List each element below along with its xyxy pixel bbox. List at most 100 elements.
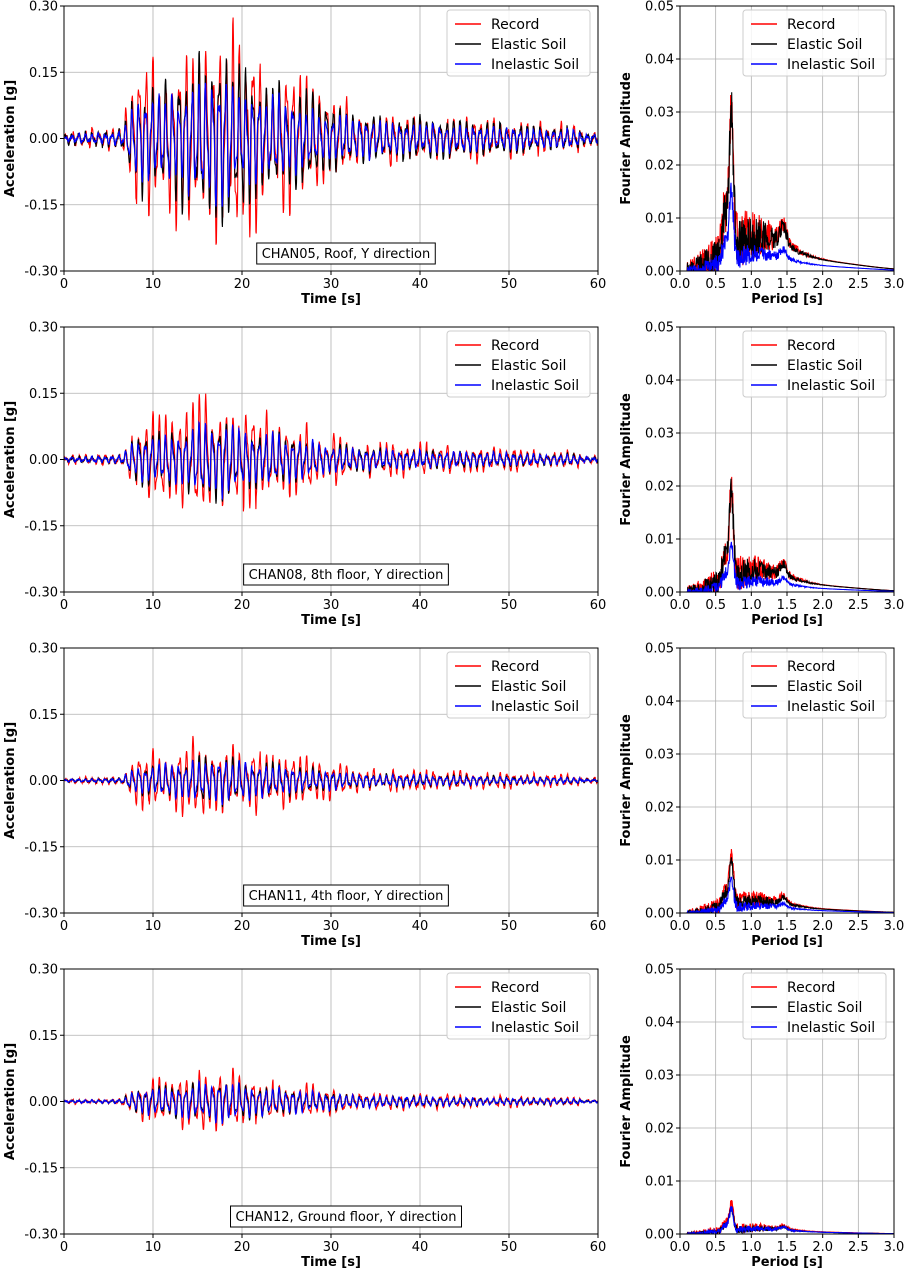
ground-time-xtick-label: 30	[323, 1240, 340, 1255]
floor4-fourier-xtick-label: 3.0	[884, 919, 905, 934]
roof-time-series-inelastic-soil	[64, 82, 598, 207]
roof-fourier-series-inelastic-soil	[680, 182, 894, 271]
roof-fourier-xtick-label: 2.0	[812, 277, 833, 292]
floor4-fourier-xtick-label: 0.0	[670, 919, 691, 934]
roof-time-xtick-label: 60	[590, 277, 607, 292]
floor4-time-ytick-label: -0.30	[24, 907, 58, 922]
floor4-fourier-panel: 0.0 0.5 1.0 1.5 2.0 2.5 3.0 0.00 0.01 0.02 0.03 0.0…	[619, 642, 904, 950]
ground-time-annotation: CHAN12, Ground floor, Y direction	[236, 1210, 457, 1225]
floor8-fourier-ytick-label: 0.05	[645, 321, 674, 336]
ground-time-ytick-label: -0.15	[24, 1161, 58, 1176]
roof-fourier-ytick-label: 0.01	[645, 212, 674, 227]
floor8-fourier-ytick-label: 0.04	[645, 374, 674, 389]
floor4-time-legend-entry: Elastic Soil	[491, 679, 566, 695]
ground-fourier-xlabel: Period [s]	[751, 1255, 823, 1270]
floor4-time-ytick-label: 0.30	[29, 642, 58, 657]
floor4-time-xtick-label: 0	[60, 919, 68, 934]
floor8-time-ytick-label: 0.15	[29, 387, 58, 402]
ground-time-ytick-label: -0.30	[24, 1228, 58, 1243]
floor4-time-panel: 0 10 20 30 40 50 60 -0.30 -0.15 0.00 0.15 0.30 Time …	[3, 642, 606, 950]
roof-fourier-xtick-label: 0.5	[705, 277, 726, 292]
ground-time-xtick-label: 20	[234, 1240, 251, 1255]
roof-fourier-legend-entry: Record	[787, 17, 835, 33]
roof-time-ylabel: Acceleration [g]	[3, 80, 18, 197]
ground-time-legend-entry: Inelastic Soil	[491, 1020, 579, 1036]
roof-time-xtick-label: 40	[412, 277, 429, 292]
floor8-time-annotation: CHAN08, 8th floor, Y direction	[249, 568, 444, 583]
floor8-time-ylabel: Acceleration [g]	[3, 401, 18, 518]
roof-time-annotation: CHAN05, Roof, Y direction	[262, 247, 431, 262]
floor8-time-xtick-label: 60	[590, 598, 607, 613]
floor4-fourier-ytick-label: 0.02	[645, 801, 674, 816]
ground-time-ytick-label: 0.00	[29, 1095, 58, 1110]
roof-time-ytick-label: 0.15	[29, 66, 58, 81]
floor4-time-xtick-label: 50	[501, 919, 518, 934]
ground-fourier-xtick-label: 0.0	[670, 1240, 691, 1255]
roof-fourier-legend	[742, 9, 887, 77]
roof-time-ytick-label: 0.30	[29, 0, 58, 15]
floor4-time-series-record	[64, 735, 598, 818]
roof-time-legend-entry: Inelastic Soil	[491, 57, 579, 73]
floor4-time-ytick-label: -0.15	[24, 840, 58, 855]
floor4-fourier-xtick-label: 1.5	[777, 919, 798, 934]
ground-fourier-ytick-label: 0.00	[645, 1228, 674, 1243]
floor8-fourier-xtick-label: 0.5	[705, 598, 726, 613]
roof-time-xlabel: Time [s]	[301, 292, 361, 307]
floor4-time-xtick-label: 60	[590, 919, 607, 934]
ground-fourier-ytick-label: 0.03	[645, 1069, 674, 1084]
floor8-time-xtick-label: 30	[323, 598, 340, 613]
roof-fourier-xtick-label: 2.5	[848, 277, 869, 292]
floor8-time-xtick-label: 10	[145, 598, 162, 613]
roof-fourier-ytick-label: 0.02	[645, 159, 674, 174]
floor4-fourier-ytick-label: 0.04	[645, 695, 674, 710]
roof-fourier-xtick-label: 1.0	[741, 277, 762, 292]
floor4-time-legend-entry: Record	[491, 659, 539, 675]
floor8-fourier-panel: 0.0 0.5 1.0 1.5 2.0 2.5 3.0 0.00 0.01 0.02 0.03 0.0…	[619, 321, 904, 629]
floor8-time-ytick-label: -0.15	[24, 519, 58, 534]
roof-fourier-series-elastic-soil	[680, 92, 894, 271]
roof-time-legend-entry: Record	[491, 17, 539, 33]
floor4-time-legend	[446, 651, 591, 719]
ground-fourier-legend-entry: Record	[787, 980, 835, 996]
roof-fourier-xlabel: Period [s]	[751, 292, 823, 307]
ground-fourier-xtick-label: 2.0	[812, 1240, 833, 1255]
floor4-time-xtick-label: 40	[412, 919, 429, 934]
ground-fourier-xtick-label: 0.5	[705, 1240, 726, 1255]
floor4-time-annotation-box	[243, 884, 449, 907]
floor8-time-legend-entry: Record	[491, 338, 539, 354]
ground-fourier-xtick-label: 3.0	[884, 1240, 905, 1255]
ground-fourier-ytick-label: 0.01	[645, 1175, 674, 1190]
floor8-fourier-ylabel: Fourier Amplitude	[619, 393, 634, 526]
ground-fourier-legend-entry: Inelastic Soil	[787, 1020, 875, 1036]
roof-time-legend	[446, 9, 591, 77]
floor8-fourier-xtick-label: 1.0	[741, 598, 762, 613]
ground-fourier-xtick-label: 1.5	[777, 1240, 798, 1255]
roof-fourier-panel: 0.0 0.5 1.0 1.5 2.0 2.5 3.0 0.00 0.01 0.02 0.03 0.0…	[619, 0, 904, 307]
ground-time-xtick-label: 60	[590, 1240, 607, 1255]
floor4-fourier-ytick-label: 0.05	[645, 642, 674, 657]
roof-time-legend-entry: Elastic Soil	[491, 37, 566, 53]
roof-time-ytick-label: -0.15	[24, 198, 58, 213]
roof-fourier-ytick-label: 0.04	[645, 53, 674, 68]
roof-fourier-legend-entry: Inelastic Soil	[787, 57, 875, 73]
floor8-fourier-ytick-label: 0.03	[645, 427, 674, 442]
ground-fourier-series-inelastic-soil	[680, 1206, 894, 1234]
floor4-fourier-ytick-label: 0.01	[645, 854, 674, 869]
floor8-time-xtick-label: 40	[412, 598, 429, 613]
ground-time-panel: 0 10 20 30 40 50 60 -0.30 -0.15 0.00 0.15 0.30 Time …	[3, 963, 606, 1270]
ground-fourier-panel: 0.0 0.5 1.0 1.5 2.0 2.5 3.0 0.00 0.01 0.02 0.03 0.0…	[619, 963, 904, 1270]
floor8-fourier-xlabel: Period [s]	[751, 613, 823, 628]
floor8-fourier-xtick-label: 2.5	[848, 598, 869, 613]
floor4-fourier-ytick-label: 0.00	[645, 907, 674, 922]
ground-fourier-xtick-label: 2.5	[848, 1240, 869, 1255]
ground-fourier-legend-entry: Elastic Soil	[787, 1000, 862, 1016]
roof-fourier-xtick-label: 3.0	[884, 277, 905, 292]
ground-time-xlabel: Time [s]	[301, 1255, 361, 1270]
floor8-fourier-series-inelastic-soil	[680, 541, 894, 592]
floor4-time-legend-entry: Inelastic Soil	[491, 699, 579, 715]
ground-time-ylabel: Acceleration [g]	[3, 1043, 18, 1160]
roof-time-panel: 0 10 20 30 40 50 60 -0.30 -0.15 0.00 0.15 0.30 Time …	[3, 0, 606, 307]
ground-time-ytick-label: 0.30	[29, 963, 58, 978]
floor4-fourier-xtick-label: 2.0	[812, 919, 833, 934]
